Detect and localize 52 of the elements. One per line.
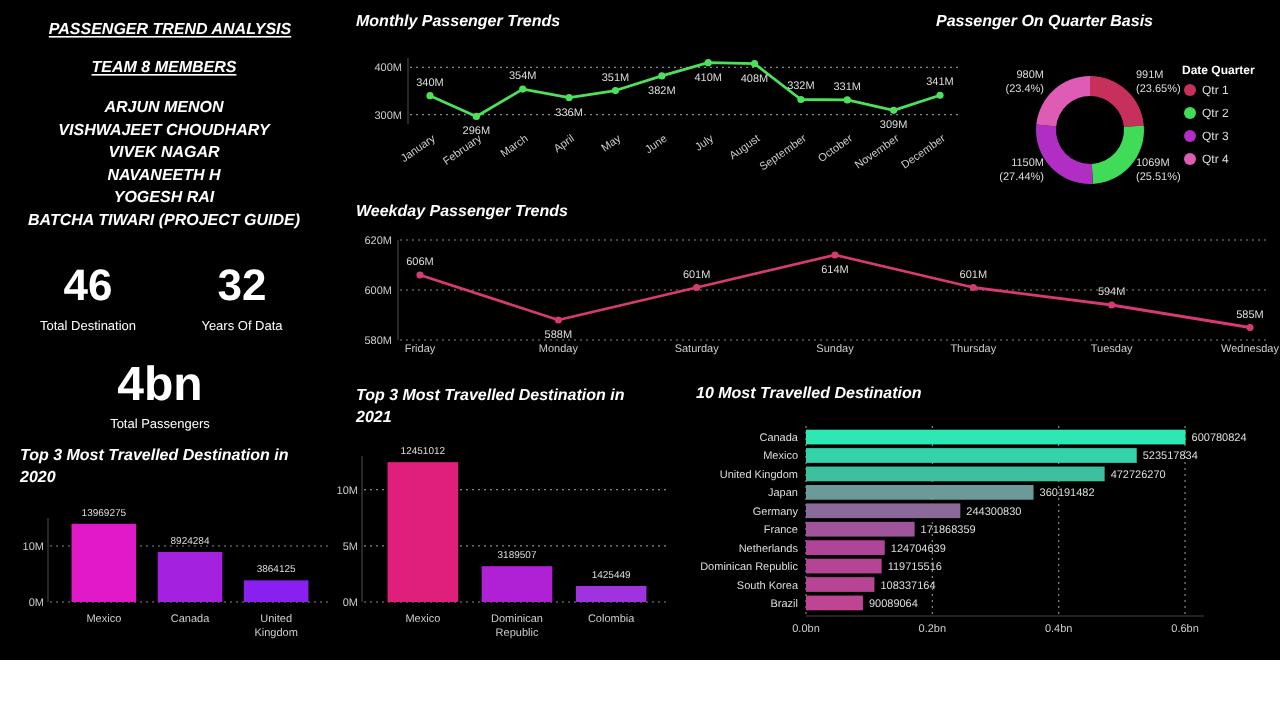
text: PASSENGER TREND ANALYSIS xyxy=(48,20,293,38)
text: 4bn xyxy=(117,358,203,412)
bar xyxy=(806,540,885,556)
bar xyxy=(71,523,137,602)
point xyxy=(416,271,424,279)
point xyxy=(554,316,562,324)
point xyxy=(611,86,620,95)
chart-title: Top 3 Most Travelled Destination in 2020 xyxy=(18,446,289,486)
point xyxy=(750,60,759,68)
bar xyxy=(806,558,882,574)
point xyxy=(472,112,480,121)
point xyxy=(1246,323,1254,332)
bar xyxy=(806,595,863,611)
text: TEAM 8 MEMBERS xyxy=(91,58,238,76)
text: VISHWAJEET CHOUDHARY xyxy=(58,120,271,139)
chart-title: Top 3 Most Travelled Destination in 2021 xyxy=(354,386,625,426)
text: ARJUN MENON xyxy=(102,98,224,116)
point xyxy=(1108,301,1116,309)
text: 32 xyxy=(217,260,267,310)
bar xyxy=(387,462,459,602)
point xyxy=(890,106,898,114)
bar xyxy=(806,448,1137,463)
bar xyxy=(481,566,553,602)
bar xyxy=(575,585,647,602)
point xyxy=(658,72,666,80)
chart-title: Weekday Passenger Trends xyxy=(356,202,570,220)
point xyxy=(704,59,712,67)
chart-title: Monthly Passenger Trends xyxy=(356,12,562,30)
bar xyxy=(806,503,961,519)
text: 46 xyxy=(63,260,113,310)
text: BATCHA TIWARI (PROJECT GUIDE) xyxy=(28,211,301,229)
bar xyxy=(243,580,309,602)
point xyxy=(565,94,573,102)
bar xyxy=(806,521,915,537)
point xyxy=(936,91,944,99)
point xyxy=(969,283,977,292)
text: VIVEK NAGAR xyxy=(108,143,221,162)
bar xyxy=(806,484,1034,500)
text: NAVANEETH H xyxy=(107,165,222,184)
chart-title: Passenger On Quarter Basis xyxy=(936,12,1155,30)
chart-title: 10 Most Travelled Destination xyxy=(696,384,922,402)
bar xyxy=(157,552,223,602)
point xyxy=(797,95,805,104)
text: YOGESH RAI xyxy=(113,188,216,207)
point xyxy=(843,96,851,104)
bar xyxy=(806,466,1105,482)
point xyxy=(831,251,839,259)
bar xyxy=(806,577,875,592)
point xyxy=(519,85,527,93)
point xyxy=(693,283,701,292)
point xyxy=(426,92,434,100)
bar xyxy=(806,429,1186,445)
